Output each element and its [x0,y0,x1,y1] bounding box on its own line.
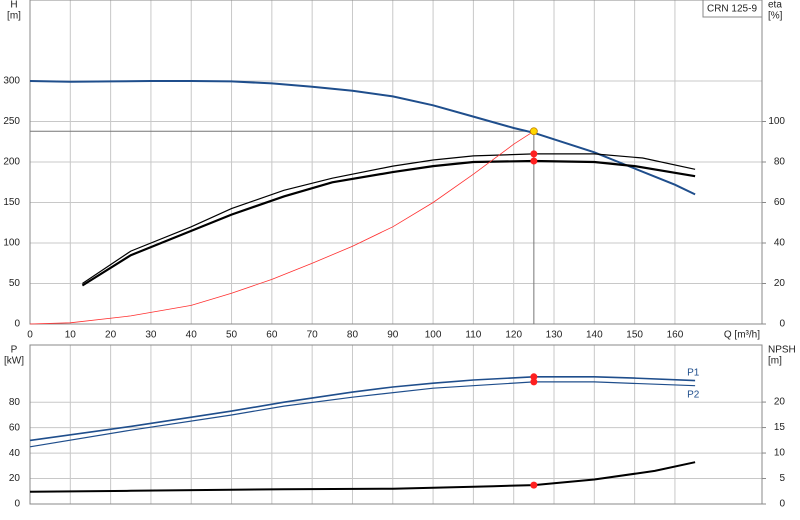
y2-axis-label: [m] [768,356,782,367]
plot-frame [29,0,763,325]
curve [29,80,696,196]
curve [29,461,696,493]
y2-axis-label: NPSH [768,345,796,356]
y2-tick-label: 5 [779,473,785,484]
y-tick-label: 50 [9,278,21,289]
y-axis-label: [kW] [4,356,24,367]
operating-point [530,150,538,158]
y2-axis-label: eta [768,0,782,11]
y-axis-label: P [11,345,18,356]
curve [81,159,696,287]
y-tick-label: 40 [9,448,21,459]
y2-tick-label: 20 [774,397,786,408]
y2-tick-label: 0 [779,319,785,330]
y-tick-label: 0 [14,319,20,330]
x-tick-label: 30 [145,330,157,341]
operating-point [530,481,538,489]
series-label: P1 [687,367,700,378]
y2-axis-label: [%] [768,11,783,22]
operating-point [530,373,538,381]
y2-tick-label: 20 [774,278,786,289]
x-tick-label: 160 [667,330,684,341]
x-tick-label: 80 [347,330,359,341]
y-tick-label: 100 [3,238,20,249]
y-tick-label: 300 [3,76,20,87]
y-tick-label: 20 [9,473,21,484]
y2-tick-label: 10 [774,448,786,459]
x-tick-label: 70 [307,330,319,341]
x-tick-label: 110 [465,330,481,341]
y-tick-label: 60 [9,422,21,433]
operating-point [530,157,538,165]
y-tick-label: 200 [3,157,20,168]
chart-title: CRN 125-9 [707,4,757,15]
x-tick-label: 0 [27,330,33,341]
y2-tick-label: 80 [774,157,786,168]
y-axis-label: [m] [7,11,21,22]
x-tick-label: 20 [105,330,117,341]
y-axis-label: H [10,0,17,11]
x-tick-label: 40 [186,330,198,341]
y2-tick-label: 60 [774,197,786,208]
title-box [702,0,763,18]
operating-point [529,127,538,136]
curve [29,381,696,448]
x-tick-label: 120 [505,330,522,341]
y2-tick-label: 15 [774,422,786,433]
x-tick-label: 150 [626,330,643,341]
y2-tick-label: 100 [768,116,785,127]
y2-tick-label: 0 [779,499,785,510]
operating-point [530,378,538,386]
curve [29,130,535,325]
x-tick-label: 50 [226,330,238,341]
plot-frame [29,344,763,505]
x-tick-label: 60 [266,330,278,341]
curve [29,376,696,442]
curve [82,153,696,284]
x-tick-label: 130 [546,330,563,341]
y-tick-label: 0 [14,499,20,510]
x-tick-label: 140 [586,330,603,341]
y-tick-label: 150 [3,197,20,208]
x-tick-label: 90 [387,330,399,341]
x-axis-label: Q [m³/h] [724,330,760,341]
y2-tick-label: 40 [774,238,786,249]
x-tick-label: 100 [425,330,442,341]
x-tick-label: 10 [65,330,77,341]
y-tick-label: 80 [9,397,21,408]
series-label: P2 [687,389,700,400]
y-tick-label: 250 [3,116,20,127]
